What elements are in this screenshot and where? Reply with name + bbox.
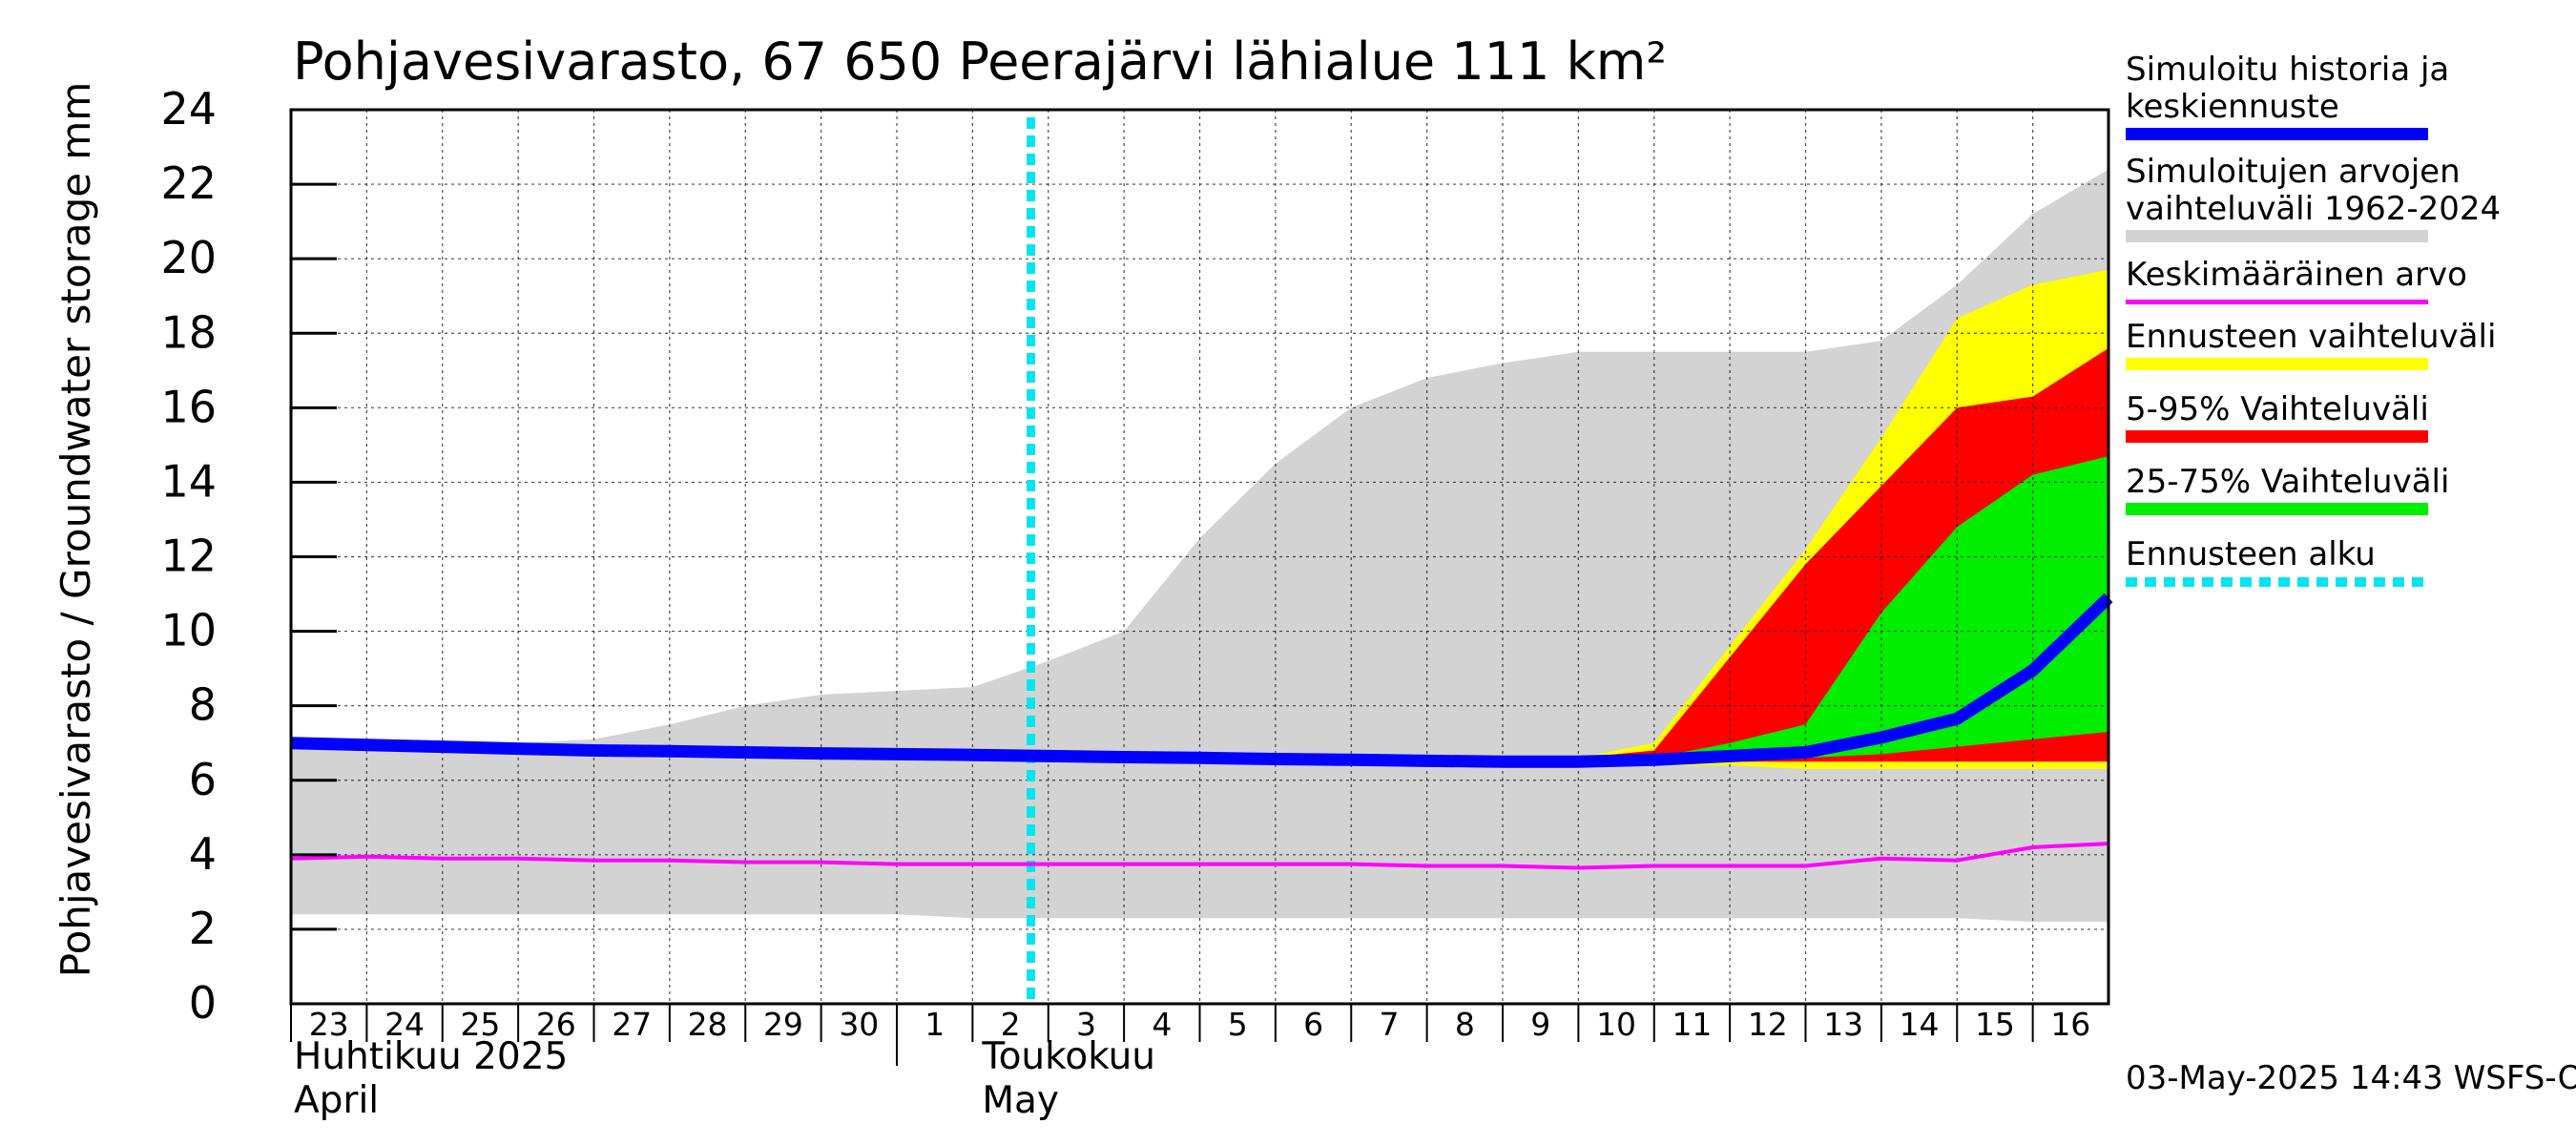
x-tick-label: 11 bbox=[1672, 1006, 1712, 1043]
y-tick-label: 22 bbox=[160, 157, 217, 209]
x-tick-label: 15 bbox=[1975, 1006, 2015, 1043]
legend-item-forecast-range: Ennusteen vaihteluväli bbox=[2126, 319, 2565, 370]
legend-label: Simuloitujen arvojen vaihteluväli 1962-2… bbox=[2126, 153, 2502, 228]
x-tick-label: 12 bbox=[1748, 1006, 1788, 1043]
x-tick-label: 8 bbox=[1455, 1006, 1475, 1043]
series-line-keskim-r-inen-arvo bbox=[290, 842, 2109, 870]
x-tick-label: 16 bbox=[2050, 1006, 2090, 1043]
legend-swatch bbox=[2126, 430, 2428, 443]
x-tick-label: 10 bbox=[1596, 1006, 1636, 1043]
x-tick-label: 14 bbox=[1900, 1006, 1940, 1043]
legend-item-historical-range: Simuloitujen arvojen vaihteluväli 1962-2… bbox=[2126, 154, 2565, 242]
x-tick-label: 28 bbox=[688, 1006, 728, 1043]
timestamp: 03-May-2025 14:43 WSFS-O bbox=[2126, 1059, 2576, 1097]
x-tick-label: 30 bbox=[839, 1006, 879, 1043]
y-tick-label: 10 bbox=[160, 605, 217, 656]
legend-label: 5-95% Vaihteluväli bbox=[2126, 390, 2429, 428]
y-tick-label: 18 bbox=[160, 306, 217, 358]
y-tick-label: 8 bbox=[189, 679, 217, 731]
legend-label: Simuloitu historia ja keskiennuste bbox=[2126, 51, 2450, 126]
month-label-fi: Huhtikuu 2025 bbox=[294, 1035, 568, 1078]
series-line-simuloitu-historia-ja-keskiennuste bbox=[290, 593, 2113, 768]
y-tick-label: 14 bbox=[160, 455, 217, 507]
x-tick-label: 6 bbox=[1303, 1006, 1323, 1043]
x-tick-label: 5 bbox=[1228, 1006, 1248, 1043]
legend: Simuloitu historia ja keskiennuste Simul… bbox=[2126, 52, 2565, 592]
x-tick-label: 13 bbox=[1823, 1006, 1863, 1043]
y-tick-label: 4 bbox=[189, 828, 217, 880]
legend-item-5-95-range: 5-95% Vaihteluväli bbox=[2126, 391, 2565, 443]
y-tick-label: 20 bbox=[160, 232, 217, 283]
legend-item-forecast-start: Ennusteen alku bbox=[2126, 536, 2565, 592]
x-tick-label: 25 bbox=[460, 1006, 500, 1043]
axes-layer bbox=[289, 108, 2110, 1066]
legend-label: Keskimääräinen arvo bbox=[2126, 256, 2467, 294]
legend-swatch bbox=[2126, 300, 2428, 304]
x-tick-label: 26 bbox=[536, 1006, 576, 1043]
x-tick-label: 29 bbox=[763, 1006, 803, 1043]
y-tick-label: 12 bbox=[160, 531, 217, 582]
legend-item-25-75-range: 25-75% Vaihteluväli bbox=[2126, 464, 2565, 515]
y-tick-label: 24 bbox=[160, 83, 217, 135]
chart-title: Pohjavesivarasto, 67 650 Peerajärvi lähi… bbox=[293, 31, 1667, 92]
x-tick-label: 3 bbox=[1076, 1006, 1096, 1043]
month-label-en: May bbox=[982, 1079, 1059, 1122]
x-tick-label: 1 bbox=[924, 1006, 945, 1043]
month-label-fi: Toukokuu bbox=[981, 1035, 1155, 1078]
y-tick-label: 16 bbox=[160, 381, 217, 432]
legend-swatch bbox=[2126, 503, 2428, 515]
x-tick-label: 2 bbox=[1001, 1006, 1021, 1043]
y-tick-label: 6 bbox=[189, 754, 217, 805]
x-tick-label: 7 bbox=[1379, 1006, 1399, 1043]
legend-item-mean: Keskimääräinen arvo bbox=[2126, 257, 2565, 304]
y-tick-label: 0 bbox=[189, 977, 217, 1029]
line-layer bbox=[290, 117, 2113, 1004]
legend-item-median-forecast: Simuloitu historia ja keskiennuste bbox=[2126, 52, 2565, 140]
legend-swatch bbox=[2126, 577, 2428, 587]
legend-label: Ennusteen alku bbox=[2126, 535, 2376, 573]
x-tick-label: 4 bbox=[1152, 1006, 1172, 1043]
legend-swatch bbox=[2126, 128, 2428, 140]
x-tick-label: 24 bbox=[384, 1006, 425, 1043]
legend-label: Ennusteen vaihteluväli bbox=[2126, 318, 2497, 356]
legend-swatch bbox=[2126, 230, 2428, 242]
y-axis-label: Pohjavesivarasto / Groundwater storage m… bbox=[52, 82, 99, 978]
legend-label: 25-75% Vaihteluväli bbox=[2126, 463, 2450, 501]
legend-swatch bbox=[2126, 358, 2428, 370]
month-label-en: April bbox=[294, 1079, 379, 1122]
x-tick-label: 23 bbox=[309, 1006, 349, 1043]
grid-layer bbox=[291, 110, 2109, 1004]
x-tick-label: 9 bbox=[1530, 1006, 1550, 1043]
x-tick-label: 27 bbox=[612, 1006, 652, 1043]
y-tick-label: 2 bbox=[189, 903, 217, 954]
